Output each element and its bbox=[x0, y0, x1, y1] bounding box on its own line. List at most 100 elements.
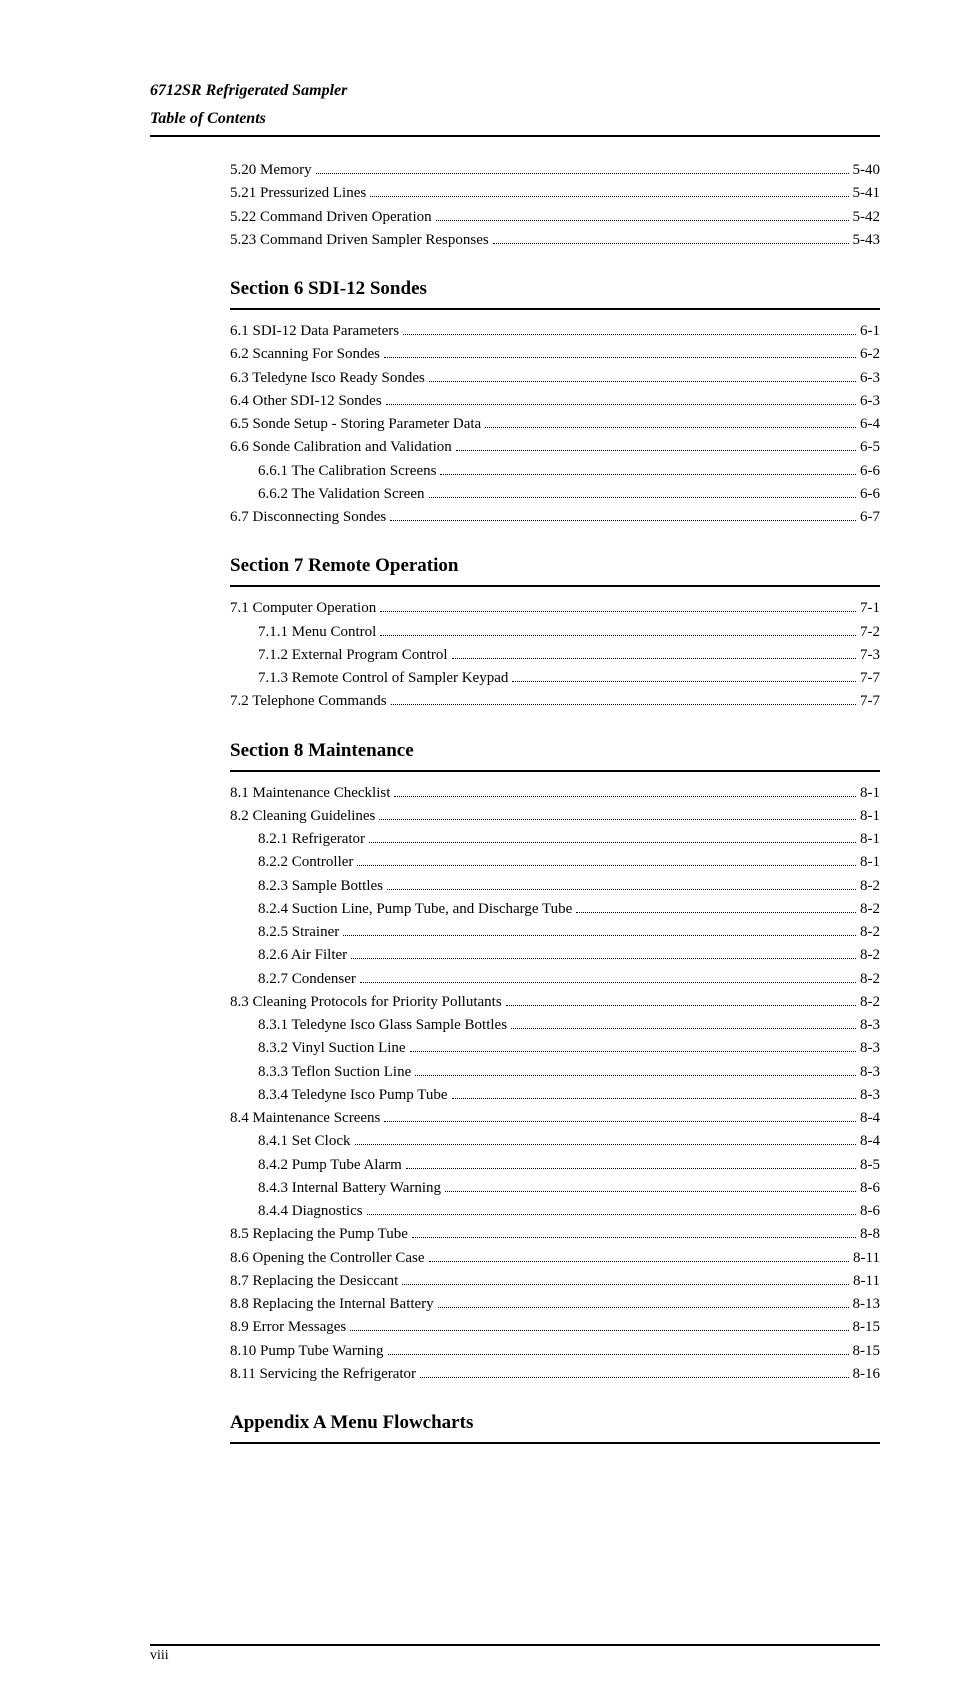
toc-leader bbox=[379, 810, 856, 820]
toc-label: 5.21 Pressurized Lines bbox=[230, 182, 366, 205]
toc-line: 8.10 Pump Tube Warning 8-15 bbox=[230, 1340, 880, 1363]
toc-label: 5.20 Memory bbox=[230, 159, 312, 182]
toc-line: 5.21 Pressurized Lines 5-41 bbox=[230, 182, 880, 205]
toc-line: 8.6 Opening the Controller Case 8-11 bbox=[230, 1247, 880, 1270]
toc-line: 8.2.6 Air Filter 8-2 bbox=[230, 944, 880, 967]
toc-leader bbox=[436, 211, 849, 221]
toc-line: 6.6.2 The Validation Screen 6-6 bbox=[230, 483, 880, 506]
toc-leader bbox=[429, 1252, 850, 1262]
toc-label: 8.4.3 Internal Battery Warning bbox=[258, 1177, 441, 1200]
toc-line: 6.6 Sonde Calibration and Validation 6-5 bbox=[230, 436, 880, 459]
toc-label: 8.2.2 Controller bbox=[258, 851, 353, 874]
toc-label: 8.8 Replacing the Internal Battery bbox=[230, 1293, 434, 1316]
toc-leader bbox=[388, 1345, 849, 1355]
toc-line: 8.8 Replacing the Internal Battery 8-13 bbox=[230, 1293, 880, 1316]
toc-line: 5.20 Memory 5-40 bbox=[230, 159, 880, 182]
toc-leader bbox=[343, 926, 856, 936]
toc-line: 8.1 Maintenance Checklist 8-1 bbox=[230, 782, 880, 805]
toc-label: 8.2.6 Air Filter bbox=[258, 944, 347, 967]
toc-leader bbox=[511, 1019, 856, 1029]
toc-label: 6.2 Scanning For Sondes bbox=[230, 343, 380, 366]
toc-leader bbox=[429, 372, 856, 382]
toc-leader bbox=[485, 418, 856, 428]
toc-leader bbox=[403, 325, 856, 335]
toc-label: 8.2.1 Refrigerator bbox=[258, 828, 365, 851]
toc-line: 8.2.5 Strainer 8-2 bbox=[230, 921, 880, 944]
toc-leader bbox=[316, 164, 849, 174]
toc-label: 8.2.5 Strainer bbox=[258, 921, 339, 944]
toc-page: 7-2 bbox=[860, 621, 880, 644]
toc-line: 8.7 Replacing the Desiccant 8-11 bbox=[230, 1270, 880, 1293]
toc-line: 8.3.3 Teflon Suction Line 8-3 bbox=[230, 1061, 880, 1084]
toc-line: 6.4 Other SDI-12 Sondes 6-3 bbox=[230, 390, 880, 413]
toc-leader bbox=[440, 465, 856, 475]
toc-label: 8.2.3 Sample Bottles bbox=[258, 875, 383, 898]
toc-label: 7.2 Telephone Commands bbox=[230, 690, 387, 713]
toc-line: 8.2.3 Sample Bottles 8-2 bbox=[230, 875, 880, 898]
toc-label: 7.1 Computer Operation bbox=[230, 597, 376, 620]
toc-leader bbox=[390, 511, 856, 521]
toc-leader bbox=[512, 672, 856, 682]
toc-page: 8-1 bbox=[860, 851, 880, 874]
toc-label: 8.7 Replacing the Desiccant bbox=[230, 1270, 398, 1293]
toc-label: 8.3.2 Vinyl Suction Line bbox=[258, 1037, 406, 1060]
toc-leader bbox=[412, 1228, 856, 1238]
section-block: Section 8 Maintenance 8.1 Maintenance Che… bbox=[150, 740, 880, 1387]
toc-page: 8-2 bbox=[860, 921, 880, 944]
toc-label: 6.7 Disconnecting Sondes bbox=[230, 506, 386, 529]
toc-label: 6.5 Sonde Setup - Storing Parameter Data bbox=[230, 413, 481, 436]
toc-leader bbox=[384, 1112, 856, 1122]
toc-page: 6-5 bbox=[860, 436, 880, 459]
toc-page: 8-6 bbox=[860, 1177, 880, 1200]
section-underline bbox=[230, 770, 880, 772]
toc-line: 7.2 Telephone Commands 7-7 bbox=[230, 690, 880, 713]
toc-label: 8.2 Cleaning Guidelines bbox=[230, 805, 375, 828]
toc-line: 8.3.1 Teledyne Isco Glass Sample Bottles… bbox=[230, 1014, 880, 1037]
header-rule bbox=[150, 135, 880, 137]
toc-leader bbox=[380, 602, 856, 612]
toc-page: 8-4 bbox=[860, 1130, 880, 1153]
toc-line: 8.4 Maintenance Screens 8-4 bbox=[230, 1107, 880, 1130]
toc-leader bbox=[386, 395, 856, 405]
appendix-underline bbox=[230, 1442, 880, 1444]
toc-page: 7-7 bbox=[860, 667, 880, 690]
toc-label: 5.23 Command Driven Sampler Responses bbox=[230, 229, 489, 252]
toc-leader bbox=[350, 1321, 848, 1331]
toc-leader bbox=[384, 348, 856, 358]
toc-leader bbox=[420, 1368, 848, 1378]
toc-line: 8.5 Replacing the Pump Tube 8-8 bbox=[230, 1223, 880, 1246]
toc-leader bbox=[493, 234, 849, 244]
toc-page: 8-3 bbox=[860, 1084, 880, 1107]
toc-line: 5.23 Command Driven Sampler Responses 5-… bbox=[230, 229, 880, 252]
toc-line: 6.2 Scanning For Sondes 6-2 bbox=[230, 343, 880, 366]
toc-leader bbox=[429, 488, 857, 498]
toc-line: 8.4.2 Pump Tube Alarm 8-5 bbox=[230, 1154, 880, 1177]
toc-leader bbox=[394, 787, 856, 797]
toc-leader bbox=[410, 1042, 856, 1052]
running-head-line2: Table of Contents bbox=[150, 108, 880, 130]
toc-label: 8.5 Replacing the Pump Tube bbox=[230, 1223, 408, 1246]
section-title: Section 8 Maintenance bbox=[230, 740, 880, 762]
toc-page: 8-2 bbox=[860, 875, 880, 898]
toc-line: 8.3.4 Teledyne Isco Pump Tube 8-3 bbox=[230, 1084, 880, 1107]
toc-label: 8.3.4 Teledyne Isco Pump Tube bbox=[258, 1084, 448, 1107]
toc-page: 6-2 bbox=[860, 343, 880, 366]
toc-label: 6.6.1 The Calibration Screens bbox=[258, 460, 436, 483]
toc-page: 6-6 bbox=[860, 460, 880, 483]
toc-line: 8.2 Cleaning Guidelines 8-1 bbox=[230, 805, 880, 828]
toc-page: 6-3 bbox=[860, 390, 880, 413]
footer-rule bbox=[150, 1644, 880, 1646]
toc-page: 8-1 bbox=[860, 782, 880, 805]
toc-label: 8.10 Pump Tube Warning bbox=[230, 1340, 384, 1363]
toc-leader bbox=[576, 903, 856, 913]
section-block: Section 6 SDI-12 Sondes6.1 SDI-12 Data P… bbox=[150, 278, 880, 529]
toc-leader bbox=[406, 1159, 856, 1169]
toc-leader bbox=[452, 1089, 856, 1099]
toc-leader bbox=[506, 996, 856, 1006]
toc-line: 8.3.2 Vinyl Suction Line 8-3 bbox=[230, 1037, 880, 1060]
toc-leader bbox=[387, 880, 856, 890]
section-underline bbox=[230, 308, 880, 310]
toc-line: 7.1.3 Remote Control of Sampler Keypad 7… bbox=[230, 667, 880, 690]
toc-line: 8.2.2 Controller 8-1 bbox=[230, 851, 880, 874]
toc-page: 8-3 bbox=[860, 1037, 880, 1060]
